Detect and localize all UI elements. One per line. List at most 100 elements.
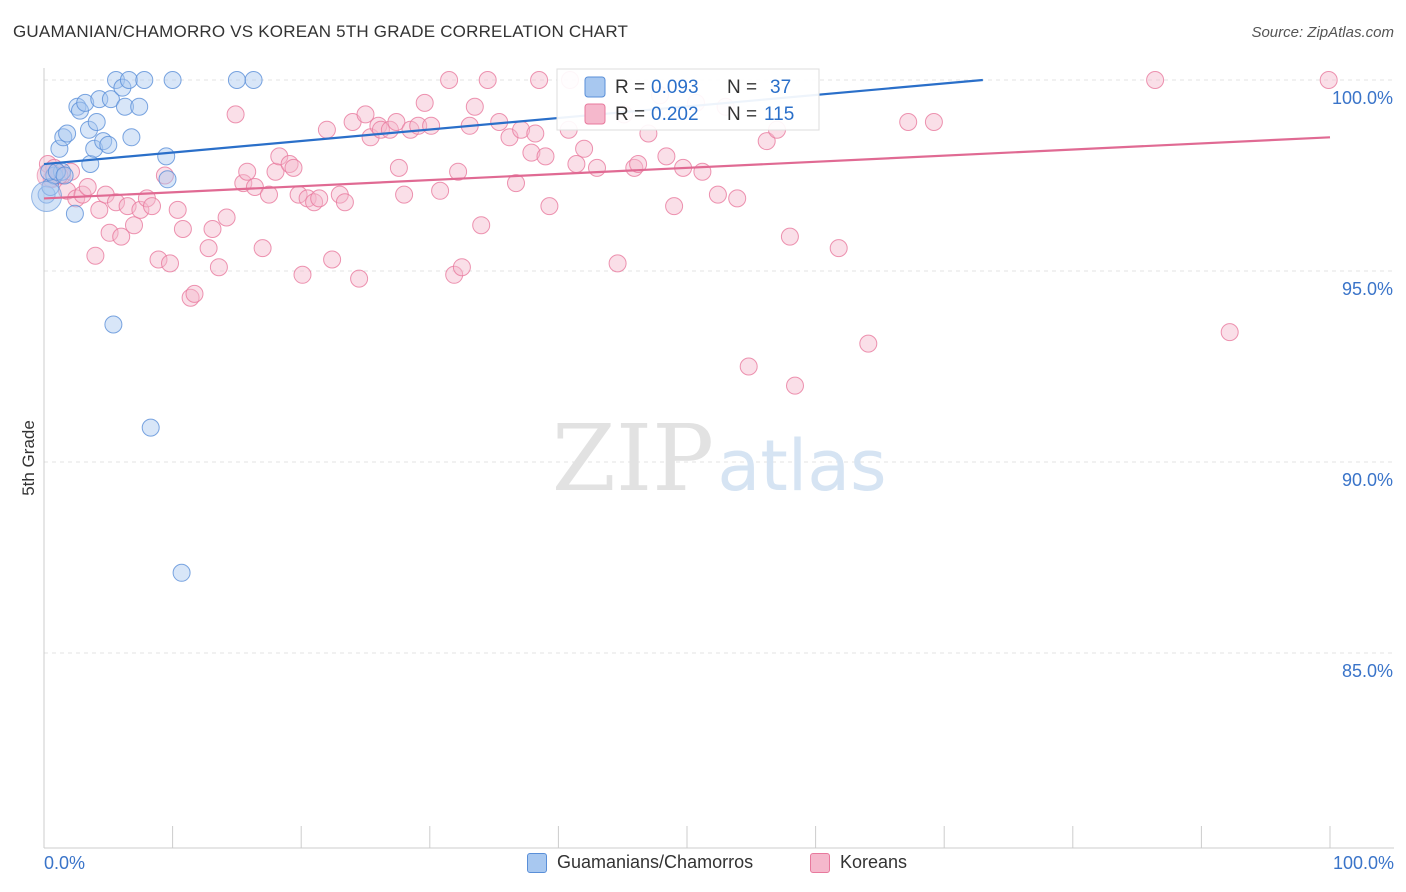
korean-point [199,239,218,258]
korean-point [209,258,228,277]
legend-top-swatch-pink [584,103,606,125]
korean-point [465,97,484,116]
korean-point [293,265,312,284]
korean-point [389,158,408,177]
guamanian-point [81,155,100,173]
guamanian-point [87,113,106,131]
guamanian-point [65,204,84,223]
legend-top-r-label-2: R = [615,104,645,125]
legend-top: R = 0.093 N = 37 R = 0.202 N = 115 [556,68,820,131]
korean-point [530,71,549,89]
korean-point [238,162,257,181]
korean-point [924,113,943,131]
guamanian-point [163,71,182,89]
korean-point [1319,71,1338,89]
guamanian-point [99,135,118,154]
korean-point [112,227,131,246]
guamanian-point [130,97,149,116]
guamanian-point [76,93,95,112]
legend-label-guamanians: Guamanians/Chamorros [557,852,754,872]
guamanian-point-large [31,181,63,213]
korean-point [472,216,491,235]
guamanian-point [119,71,138,89]
guamanian-point [116,97,134,116]
x-tick-labels: 0.0% 100.0% [44,853,1394,873]
guamanians-points [31,71,263,582]
legend-item-guamanians[interactable]: Guamanians/Chamorros [527,852,753,873]
korean-point [78,178,97,196]
korean-point [452,258,471,277]
legend-top-n-value-1: 37 [770,77,791,98]
guamanian-point [172,563,191,582]
guamanian-point [157,147,176,166]
legend-bottom: Guamanians/Chamorros Koreans [0,852,1406,876]
y-tick-label: 100.0% [1332,88,1393,108]
korean-point [217,208,236,227]
korean-point [657,147,676,166]
y-tick-labels: 85.0% 90.0% 95.0% 100.0% [1332,88,1393,681]
korean-point [1146,71,1165,89]
korean-point [86,246,105,265]
legend-swatch-blue [527,852,547,873]
legend-top-n-value-2: 115 [764,104,794,125]
korean-point [253,239,272,258]
guamanian-trend-line [43,78,983,166]
legend-top-r-value-1: 0.093 [651,77,699,98]
x-ticks [43,826,1331,848]
legend-top-r-label-1: R = [615,77,645,98]
legend-swatch-pink [810,852,830,873]
guamanian-point [122,128,141,147]
korean-point [173,220,192,238]
korean-point [665,197,684,216]
guamanian-point [244,71,263,89]
korean-point [449,162,468,181]
korean-point [356,105,375,124]
guamanian-point [227,71,246,89]
korean-point [185,284,204,303]
legend-top-swatch-blue [584,76,606,98]
y-tick-label: 85.0% [1342,661,1393,681]
legend-top-n-label-1: N = [727,77,757,98]
y-axis-label: 5th Grade [19,420,38,496]
korean-point [149,250,168,269]
korean-point [708,185,727,204]
korean-point [131,200,150,219]
guamanian-point [58,124,77,143]
korean-point [270,147,289,166]
korean-point [143,197,161,216]
korean-point [107,193,125,212]
korean-point [478,71,497,89]
korean-point [100,223,119,242]
korean-point [266,162,285,181]
source-label: Source: ZipAtlas.com [1251,24,1394,41]
korean-point [422,116,441,135]
korean-point [522,143,541,162]
korean-point [234,174,253,193]
y-tick-label: 90.0% [1342,470,1393,490]
guamanian-point [135,71,154,89]
korean-point [310,189,329,208]
korean-point [1220,323,1239,342]
x-tick-label-max: 100.0% [1333,853,1394,873]
guamanian-point [141,418,160,437]
korean-point [629,155,648,173]
y-tick-label: 95.0% [1342,279,1393,299]
korean-point [526,124,545,143]
korean-point [445,265,464,284]
guamanian-point [85,139,104,158]
korean-point [786,376,804,395]
legend-top-r-value-2: 0.202 [651,104,699,125]
x-tick-label-min: 0.0% [44,853,85,873]
korean-point [387,113,406,131]
watermark-atlas: atlas [717,425,886,507]
korean-trend-line [43,136,1331,200]
korean-point [440,71,459,89]
guamanian-point [80,120,98,139]
chart-title: GUAMANIAN/CHAMORRO VS KOREAN 5TH GRADE C… [13,22,629,41]
legend-item-koreans[interactable]: Koreans [810,852,907,873]
guamanian-point [55,166,74,185]
korean-point [168,200,187,219]
guamanian-point [107,71,125,89]
guamanian-point [101,90,120,109]
